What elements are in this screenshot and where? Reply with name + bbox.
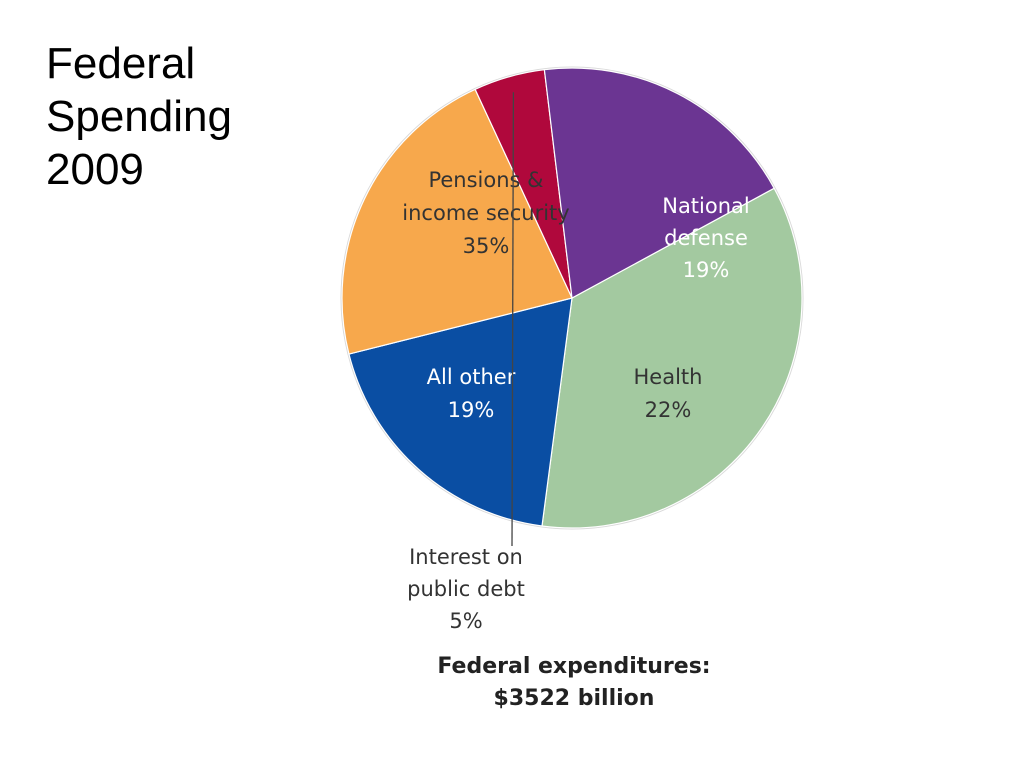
slice-label-national-defense: National defense 19%	[662, 194, 750, 282]
slide-title-line-3: 2009	[46, 144, 144, 194]
pie-slice-all-other	[543, 67, 775, 299]
slide-title: Federal Spending 2009	[46, 38, 232, 196]
slice-label-all-other: All other 19%	[427, 365, 516, 422]
total-expenditures-label: Federal expenditures: $3522 billion	[437, 654, 710, 711]
slide-title-line-1: Federal	[46, 39, 196, 88]
slice-label-health: Health 22%	[634, 365, 703, 422]
pie-slice-health	[341, 88, 573, 355]
slice-label-pensions-income-security: Pensions & income security 35%	[402, 168, 569, 258]
slice-label-interest-on-public-debt: Interest on public debt 5%	[407, 545, 525, 633]
callout-leader-line	[511, 92, 515, 547]
pie-slice-pensions-income-security	[541, 187, 803, 529]
slide-title-line-2: Spending	[46, 91, 232, 141]
pie-slice-national-defense	[348, 297, 573, 527]
